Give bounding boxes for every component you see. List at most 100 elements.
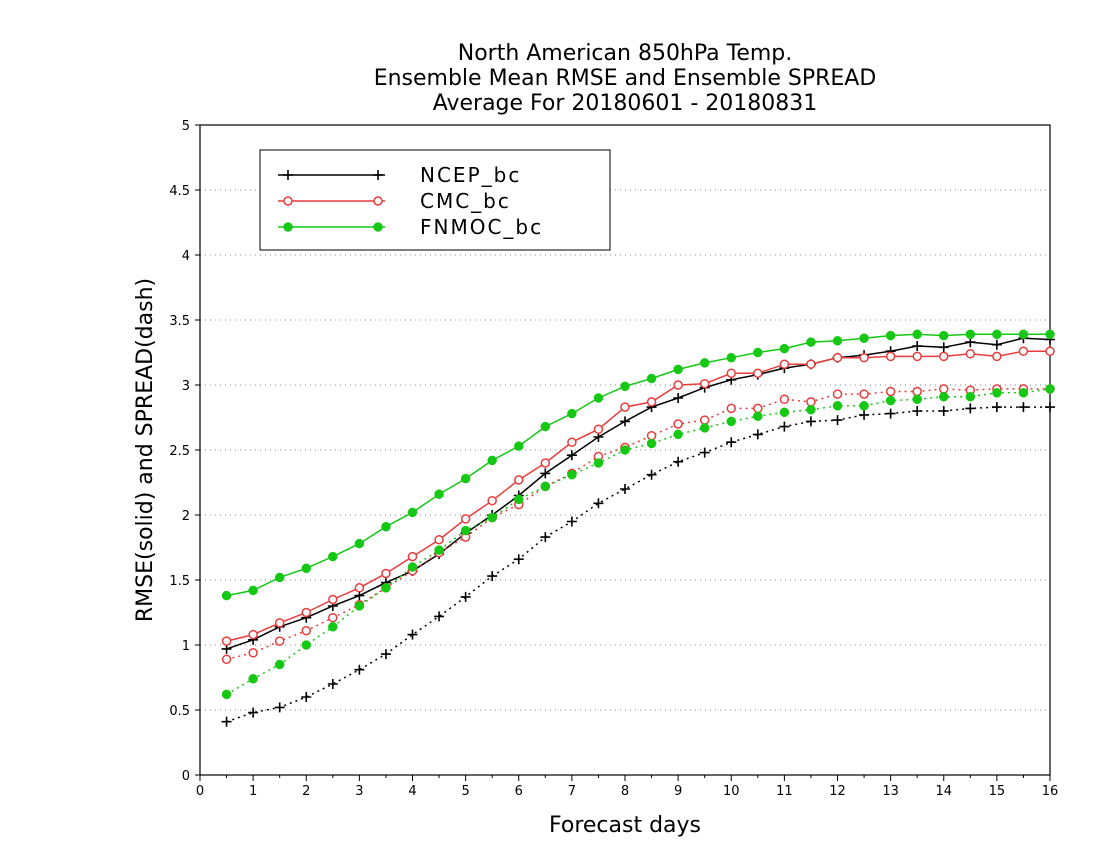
series-cmc-bc-rmse-point bbox=[753, 368, 763, 379]
series-cmc-bc-spread-point bbox=[328, 612, 338, 623]
chart-title: North American 850hPa Temp.Ensemble Mean… bbox=[374, 41, 877, 116]
series-fnmoc-bc-spread-point bbox=[567, 469, 577, 480]
series-cmc-bc-rmse-point bbox=[779, 359, 790, 369]
series-fnmoc-bc-spread-point bbox=[301, 640, 311, 650]
series-fnmoc-bc-rmse-point bbox=[1018, 329, 1029, 340]
series-fnmoc-bc-spread-point bbox=[354, 601, 365, 611]
x-tick-label: 11 bbox=[776, 784, 793, 799]
series-fnmoc-bc-rmse-point bbox=[593, 393, 604, 403]
series-fnmoc-bc-spread-point bbox=[806, 404, 816, 415]
series-ncep-bc-rmse-point bbox=[673, 393, 684, 403]
series-fnmoc-bc-spread-point bbox=[381, 583, 391, 593]
series-ncep-bc-rmse-point bbox=[912, 341, 923, 351]
y-tick-label: 3.5 bbox=[169, 314, 190, 329]
legend-marker-ncep-bc bbox=[373, 170, 383, 180]
series-ncep-bc-spread-point bbox=[354, 664, 365, 675]
series-fnmoc-bc-spread-point bbox=[1045, 384, 1055, 394]
series-cmc-bc-rmse-point bbox=[301, 607, 311, 618]
legend-marker-fnmoc-bc bbox=[283, 222, 293, 232]
series-fnmoc-bc-rmse-point bbox=[646, 373, 657, 384]
series-ncep-bc-spread-point bbox=[726, 437, 737, 448]
series-fnmoc-bc-rmse-point bbox=[885, 330, 896, 341]
series-ncep-bc-spread-point bbox=[221, 716, 232, 727]
series-fnmoc-bc-rmse-point bbox=[912, 329, 922, 340]
series-ncep-bc-spread-point bbox=[301, 692, 312, 702]
x-tick-label: 9 bbox=[674, 784, 682, 799]
series-ncep-bc-spread-point bbox=[513, 554, 524, 565]
series-fnmoc-bc-spread-point bbox=[912, 394, 922, 405]
y-tick-label: 0.5 bbox=[169, 704, 190, 719]
series-cmc-bc-rmse-point bbox=[248, 629, 258, 640]
series-cmc-bc-rmse-point bbox=[460, 514, 471, 524]
series-cmc-bc-rmse-point bbox=[620, 402, 630, 412]
series-ncep-bc bbox=[221, 333, 1055, 727]
series-cmc-bc-rmse-line bbox=[226, 350, 1050, 642]
series-cmc-bc-spread-point bbox=[859, 389, 869, 399]
series-ncep-bc-spread-point bbox=[912, 406, 923, 416]
series-fnmoc-bc-rmse-point bbox=[514, 441, 524, 451]
y-tick-label: 0 bbox=[182, 769, 190, 784]
y-tick-label: 2.5 bbox=[169, 444, 190, 459]
series-cmc-bc-rmse-point bbox=[540, 458, 551, 468]
series-ncep-bc-spread-point bbox=[938, 406, 949, 416]
series-cmc-bc-rmse-point bbox=[646, 397, 657, 407]
series-fnmoc-bc-rmse-point bbox=[567, 408, 577, 419]
series-cmc-bc-rmse-point bbox=[939, 351, 949, 362]
legend-label-cmc-bc: CMC_bc bbox=[420, 189, 511, 213]
series-cmc-bc-rmse-point bbox=[487, 495, 497, 506]
series-ncep-bc-spread-point bbox=[248, 707, 259, 718]
series-ncep-bc-spread-point bbox=[965, 403, 976, 414]
series-ncep-bc-spread-point bbox=[620, 484, 630, 494]
series-cmc-bc-rmse-point bbox=[407, 551, 418, 562]
legend-marker-ncep-bc bbox=[283, 170, 293, 180]
series-ncep-bc-spread-point bbox=[646, 469, 657, 480]
series-fnmoc-bc-rmse-point bbox=[487, 455, 497, 466]
series-ncep-bc-spread-point bbox=[752, 429, 763, 440]
series-ncep-bc-spread-point bbox=[434, 611, 445, 622]
series-fnmoc-bc-spread-point bbox=[460, 525, 471, 536]
series-cmc-bc-spread-point bbox=[248, 648, 258, 658]
series-fnmoc-bc-rmse-point bbox=[274, 572, 285, 583]
series-fnmoc-bc-rmse-point bbox=[832, 336, 843, 346]
series-cmc-bc-spread-line bbox=[226, 388, 1050, 661]
series-fnmoc-bc-spread-point bbox=[859, 401, 869, 411]
series-cmc-bc-spread-point bbox=[726, 403, 736, 414]
legend-marker-cmc-bc bbox=[373, 196, 383, 206]
chart-title-line: Ensemble Mean RMSE and Ensemble SPREAD bbox=[374, 66, 877, 91]
series-cmc-bc-spread-point bbox=[301, 625, 311, 636]
y-tick-label: 2 bbox=[182, 509, 190, 524]
series-fnmoc-bc-spread-point bbox=[939, 391, 949, 402]
x-tick-label: 7 bbox=[568, 784, 576, 799]
series-ncep-bc-spread-point bbox=[991, 402, 1002, 413]
series-ncep-bc-spread-point bbox=[380, 649, 391, 660]
series-fnmoc-bc-rmse-point bbox=[806, 337, 816, 347]
series-fnmoc-bc-rmse-point bbox=[699, 358, 710, 368]
series-cmc-bc-rmse-point bbox=[593, 424, 604, 434]
series-cmc-bc-spread-point bbox=[832, 389, 843, 399]
series-ncep-bc-spread-point bbox=[859, 409, 870, 420]
series-ncep-bc-spread-point bbox=[566, 516, 577, 527]
series-ncep-bc-spread-point bbox=[1018, 402, 1029, 413]
series-fnmoc-bc-rmse-point bbox=[540, 421, 551, 432]
series-fnmoc-bc-spread-point bbox=[328, 622, 338, 632]
y-tick-label: 4 bbox=[182, 249, 190, 264]
x-axis: 0 1 2 3 4 5 6 7 8 9 10 11 12 13 14 15 16 bbox=[196, 775, 1058, 799]
series-fnmoc-bc-spread-point bbox=[992, 388, 1002, 398]
series-ncep-bc-spread-point bbox=[779, 421, 790, 432]
series-cmc-bc-spread-point bbox=[806, 397, 816, 407]
series-ncep-bc-spread-line bbox=[226, 406, 1050, 723]
series-cmc-bc-spread-point bbox=[753, 403, 763, 414]
series-cmc-bc-rmse-point bbox=[832, 352, 843, 363]
series-fnmoc-bc-spread-point bbox=[274, 659, 285, 670]
series-ncep-bc-spread-point bbox=[699, 447, 710, 458]
series-ncep-bc-spread-point bbox=[460, 591, 471, 602]
y-axis: 0 0.5 1 1.5 2 2.5 3 3.5 4 4.5 5 bbox=[169, 119, 200, 784]
series-fnmoc-bc-spread-point bbox=[540, 481, 551, 492]
series-cmc-bc-rmse-point bbox=[567, 437, 577, 447]
x-tick-label: 5 bbox=[461, 784, 469, 799]
series-fnmoc-bc-rmse-point bbox=[301, 563, 311, 574]
series-fnmoc-bc-rmse-point bbox=[753, 347, 763, 358]
series-cmc-bc-spread-point bbox=[699, 415, 710, 425]
series-fnmoc-bc-spread-point bbox=[673, 429, 683, 440]
